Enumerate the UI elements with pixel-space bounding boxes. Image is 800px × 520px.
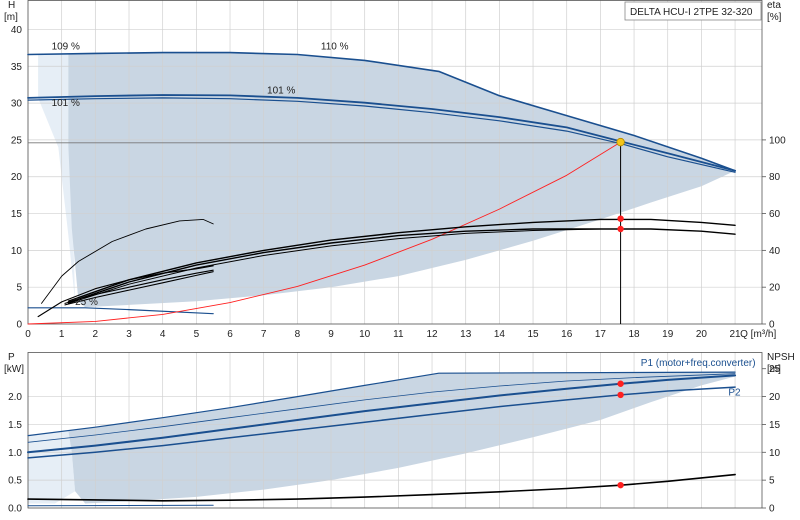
x-tick-label: 5	[194, 329, 200, 340]
curve-annotation: 109 %	[52, 41, 80, 52]
duty-point	[616, 137, 625, 147]
efficiency-marker	[617, 225, 624, 233]
plot-frame	[27, 352, 763, 509]
x-tick-label: 14	[494, 329, 506, 340]
series-label: P2	[728, 387, 741, 398]
title-frame	[624, 1, 762, 21]
x-tick-label: 19	[662, 329, 674, 340]
y-axis-unit: [m]	[4, 12, 18, 23]
y2-tick-label: 20	[769, 283, 781, 294]
y2-tick-label: 10	[769, 448, 781, 459]
curve-eta-1	[67, 218, 736, 302]
x-tick-label: 11	[393, 329, 404, 340]
y2-axis-label: eta	[767, 0, 781, 11]
y2-tick-label: 80	[769, 172, 781, 183]
power-npsh-panel: 0.0 0.5 1.0 1.5 2.0 0 5 10 15 20 25 P[kW] NPSH[m] P1 …	[4, 352, 795, 515]
y2-tick-label: 0	[769, 504, 775, 515]
curve-annotation: 110 %	[321, 41, 349, 52]
curve-annotation: 101 %	[52, 98, 80, 109]
curve-eta-2	[67, 228, 736, 304]
plot-frame	[27, 0, 763, 325]
curve-npsh	[27, 473, 736, 502]
x-tick-label: 6	[227, 329, 233, 340]
y2-tick-label: 5	[769, 476, 775, 487]
curve-annotation: 101 %	[267, 86, 295, 97]
x-axis-label: Q [m³/h]	[740, 329, 776, 340]
x-tick-label: 10	[359, 329, 371, 340]
operating-range-left-band	[38, 54, 76, 302]
curve-p-upper-thin	[27, 373, 736, 443]
x-tick-label: 20	[696, 329, 708, 340]
y-tick-label: 30	[11, 99, 23, 110]
y2-tick-label: 20	[769, 392, 781, 403]
chart-title-box: DELTA HCU-I 2TPE 32-320	[624, 1, 762, 21]
y2-axis-unit: [m]	[767, 364, 781, 375]
y-tick-label: 5	[16, 283, 22, 294]
x-tick-label: 18	[628, 329, 640, 340]
x-tick-label: 12	[426, 329, 438, 340]
y-tick-label: 40	[11, 25, 23, 36]
y-tick-label: 0.5	[8, 476, 22, 487]
y-tick-label: 35	[11, 62, 23, 73]
curve-head-101-a	[27, 94, 736, 172]
x-tick-label: 2	[93, 329, 99, 340]
y-tick-label: 10	[11, 246, 23, 257]
curve-eta-low-4	[64, 271, 214, 306]
operating-range-left-band	[28, 431, 76, 504]
x-tick-label: 16	[561, 329, 573, 340]
curve-annotation: 25 %	[75, 297, 98, 308]
y-tick-label: 2.0	[8, 392, 22, 403]
x-tick-label: 21	[730, 329, 742, 340]
y-tick-label: 25	[11, 135, 23, 146]
x-tick-label: 8	[295, 329, 301, 340]
y-tick-label: 0	[16, 320, 22, 331]
y2-tick-label: 60	[769, 209, 781, 220]
operating-range-band	[28, 372, 736, 504]
y-axis-unit: [kW]	[4, 364, 24, 375]
curve-p2	[27, 386, 736, 459]
x-tick-label: 0	[25, 329, 31, 340]
x-tick-label: 13	[460, 329, 472, 340]
y-tick-label: 0.0	[8, 504, 22, 515]
curve-eta-3	[67, 228, 601, 304]
y2-tick-label: 100	[769, 135, 786, 146]
y2-tick-label: 15	[769, 420, 781, 431]
y-tick-label: 20	[11, 172, 23, 183]
y2-tick-label: 25	[769, 364, 781, 375]
curve-head-max	[27, 51, 736, 172]
curve-p-min	[27, 504, 214, 507]
x-tick-label: 17	[595, 329, 607, 340]
curve-system-curve	[27, 141, 622, 325]
x-tick-label: 4	[160, 329, 166, 340]
curve-eta-low-1	[41, 218, 214, 304]
y-tick-label: 15	[11, 209, 23, 220]
y2-tick-label: 0	[769, 320, 775, 331]
x-tick-label: 9	[328, 329, 334, 340]
chart-title: DELTA HCU-I 2TPE 32-320	[630, 7, 753, 18]
y2-tick-label: 40	[769, 246, 781, 257]
x-tick-label: 15	[527, 329, 539, 340]
y-axis-label: H	[8, 0, 15, 11]
curve-head-min	[27, 307, 214, 315]
duty-marker	[617, 380, 624, 387]
x-tick-label: 1	[59, 329, 65, 340]
y-tick-label: 1.0	[8, 448, 22, 459]
duty-marker	[617, 481, 624, 489]
efficiency-marker	[617, 215, 624, 222]
curve-head-101-b	[27, 97, 736, 173]
y2-axis-unit: [%]	[767, 12, 782, 23]
y-axis-label: P	[8, 352, 15, 363]
x-tick-label: 7	[261, 329, 267, 340]
y-tick-label: 1.5	[8, 420, 22, 431]
x-tick-label: 3	[126, 329, 132, 340]
curve-p-max	[27, 371, 736, 437]
duty-marker	[617, 391, 624, 399]
series-label: P1 (motor+freq.converter)	[641, 358, 756, 369]
y2-axis-label: NPSH	[767, 352, 795, 363]
curve-p1	[27, 374, 737, 454]
